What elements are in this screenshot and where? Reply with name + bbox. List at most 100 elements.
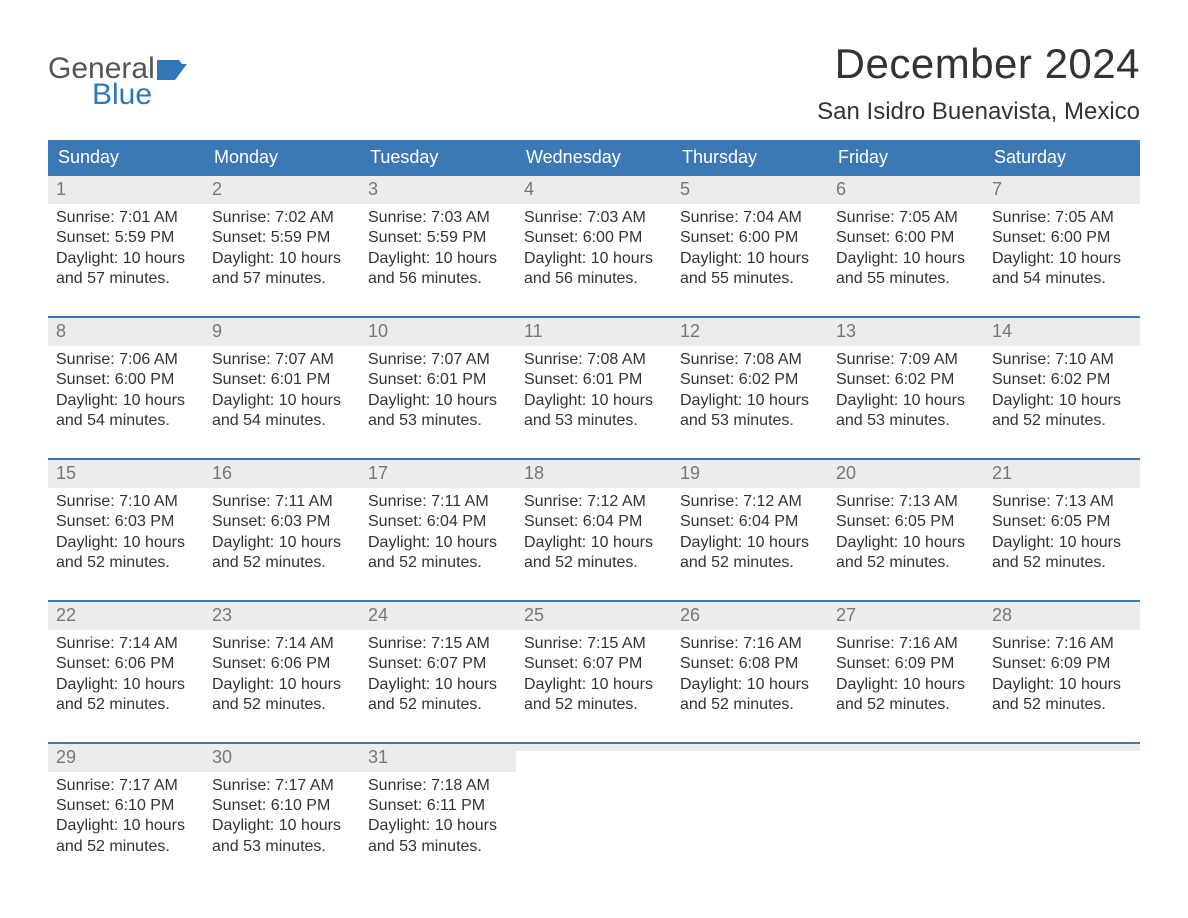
day-body: Sunrise: 7:01 AMSunset: 5:59 PMDaylight:… <box>48 204 204 296</box>
daylight-text: Daylight: 10 hours and 53 minutes. <box>368 816 508 857</box>
sunset-text: Sunset: 6:05 PM <box>992 512 1132 532</box>
sunrise-text: Sunrise: 7:10 AM <box>992 350 1132 370</box>
daylight-text: Daylight: 10 hours and 52 minutes. <box>524 675 664 716</box>
calendar: Sunday Monday Tuesday Wednesday Thursday… <box>48 140 1140 863</box>
daylight-text: Daylight: 10 hours and 52 minutes. <box>368 675 508 716</box>
daylight-text: Daylight: 10 hours and 52 minutes. <box>836 675 976 716</box>
day-number: 18 <box>516 460 672 488</box>
daylight-text: Daylight: 10 hours and 52 minutes. <box>992 391 1132 432</box>
sunset-text: Sunset: 6:06 PM <box>212 654 352 674</box>
sunrise-text: Sunrise: 7:06 AM <box>56 350 196 370</box>
daylight-text: Daylight: 10 hours and 55 minutes. <box>836 249 976 290</box>
sunrise-text: Sunrise: 7:18 AM <box>368 776 508 796</box>
sunset-text: Sunset: 6:04 PM <box>524 512 664 532</box>
day-number: 8 <box>48 318 204 346</box>
daylight-text: Daylight: 10 hours and 52 minutes. <box>836 533 976 574</box>
day-number: 12 <box>672 318 828 346</box>
day-body: Sunrise: 7:10 AMSunset: 6:02 PMDaylight:… <box>984 346 1140 438</box>
sunset-text: Sunset: 6:06 PM <box>56 654 196 674</box>
sunrise-text: Sunrise: 7:16 AM <box>992 634 1132 654</box>
sunrise-text: Sunrise: 7:01 AM <box>56 208 196 228</box>
day-header-friday: Friday <box>828 140 984 176</box>
day-number: 21 <box>984 460 1140 488</box>
day-number: 31 <box>360 744 516 772</box>
sunrise-text: Sunrise: 7:14 AM <box>212 634 352 654</box>
sunrise-text: Sunrise: 7:11 AM <box>368 492 508 512</box>
day-number: 23 <box>204 602 360 630</box>
sunrise-text: Sunrise: 7:03 AM <box>368 208 508 228</box>
sunrise-text: Sunrise: 7:05 AM <box>836 208 976 228</box>
day-number: 28 <box>984 602 1140 630</box>
calendar-week: 22Sunrise: 7:14 AMSunset: 6:06 PMDayligh… <box>48 600 1140 722</box>
calendar-cell: 3Sunrise: 7:03 AMSunset: 5:59 PMDaylight… <box>360 176 516 296</box>
day-number: 10 <box>360 318 516 346</box>
day-body: Sunrise: 7:03 AMSunset: 5:59 PMDaylight:… <box>360 204 516 296</box>
calendar-cell: 29Sunrise: 7:17 AMSunset: 6:10 PMDayligh… <box>48 744 204 864</box>
sunrise-text: Sunrise: 7:08 AM <box>524 350 664 370</box>
day-number: 25 <box>516 602 672 630</box>
day-number: 29 <box>48 744 204 772</box>
calendar-cell: 30Sunrise: 7:17 AMSunset: 6:10 PMDayligh… <box>204 744 360 864</box>
day-body: Sunrise: 7:18 AMSunset: 6:11 PMDaylight:… <box>360 772 516 864</box>
sunset-text: Sunset: 6:01 PM <box>524 370 664 390</box>
calendar-cell <box>672 744 828 864</box>
day-body: Sunrise: 7:15 AMSunset: 6:07 PMDaylight:… <box>516 630 672 722</box>
day-number: 7 <box>984 176 1140 204</box>
calendar-cell: 21Sunrise: 7:13 AMSunset: 6:05 PMDayligh… <box>984 460 1140 580</box>
sunset-text: Sunset: 6:10 PM <box>212 796 352 816</box>
sunset-text: Sunset: 6:09 PM <box>836 654 976 674</box>
day-body: Sunrise: 7:06 AMSunset: 6:00 PMDaylight:… <box>48 346 204 438</box>
day-body: Sunrise: 7:05 AMSunset: 6:00 PMDaylight:… <box>984 204 1140 296</box>
sunset-text: Sunset: 6:02 PM <box>680 370 820 390</box>
sunrise-text: Sunrise: 7:10 AM <box>56 492 196 512</box>
calendar-cell: 24Sunrise: 7:15 AMSunset: 6:07 PMDayligh… <box>360 602 516 722</box>
day-body: Sunrise: 7:03 AMSunset: 6:00 PMDaylight:… <box>516 204 672 296</box>
day-number: 19 <box>672 460 828 488</box>
day-body: Sunrise: 7:15 AMSunset: 6:07 PMDaylight:… <box>360 630 516 722</box>
sunrise-text: Sunrise: 7:16 AM <box>680 634 820 654</box>
daylight-text: Daylight: 10 hours and 53 minutes. <box>836 391 976 432</box>
day-number: 27 <box>828 602 984 630</box>
sunrise-text: Sunrise: 7:07 AM <box>368 350 508 370</box>
day-body: Sunrise: 7:12 AMSunset: 6:04 PMDaylight:… <box>672 488 828 580</box>
sunset-text: Sunset: 6:01 PM <box>368 370 508 390</box>
day-header-tuesday: Tuesday <box>360 140 516 176</box>
calendar-cell: 2Sunrise: 7:02 AMSunset: 5:59 PMDaylight… <box>204 176 360 296</box>
day-body: Sunrise: 7:14 AMSunset: 6:06 PMDaylight:… <box>48 630 204 722</box>
day-body: Sunrise: 7:16 AMSunset: 6:08 PMDaylight:… <box>672 630 828 722</box>
day-header-row: Sunday Monday Tuesday Wednesday Thursday… <box>48 140 1140 176</box>
calendar-cell: 12Sunrise: 7:08 AMSunset: 6:02 PMDayligh… <box>672 318 828 438</box>
sunset-text: Sunset: 6:00 PM <box>680 228 820 248</box>
sunset-text: Sunset: 6:07 PM <box>368 654 508 674</box>
calendar-cell: 14Sunrise: 7:10 AMSunset: 6:02 PMDayligh… <box>984 318 1140 438</box>
day-header-thursday: Thursday <box>672 140 828 176</box>
sunset-text: Sunset: 6:02 PM <box>992 370 1132 390</box>
sunrise-text: Sunrise: 7:02 AM <box>212 208 352 228</box>
daylight-text: Daylight: 10 hours and 52 minutes. <box>524 533 664 574</box>
calendar-cell: 23Sunrise: 7:14 AMSunset: 6:06 PMDayligh… <box>204 602 360 722</box>
sunset-text: Sunset: 6:00 PM <box>524 228 664 248</box>
day-number: 2 <box>204 176 360 204</box>
calendar-week: 29Sunrise: 7:17 AMSunset: 6:10 PMDayligh… <box>48 742 1140 864</box>
calendar-cell: 6Sunrise: 7:05 AMSunset: 6:00 PMDaylight… <box>828 176 984 296</box>
sunset-text: Sunset: 6:00 PM <box>836 228 976 248</box>
calendar-cell: 31Sunrise: 7:18 AMSunset: 6:11 PMDayligh… <box>360 744 516 864</box>
daylight-text: Daylight: 10 hours and 52 minutes. <box>680 675 820 716</box>
day-number: 13 <box>828 318 984 346</box>
day-body: Sunrise: 7:12 AMSunset: 6:04 PMDaylight:… <box>516 488 672 580</box>
sunrise-text: Sunrise: 7:07 AM <box>212 350 352 370</box>
day-body: Sunrise: 7:17 AMSunset: 6:10 PMDaylight:… <box>48 772 204 864</box>
calendar-week: 8Sunrise: 7:06 AMSunset: 6:00 PMDaylight… <box>48 316 1140 438</box>
title-block: December 2024 San Isidro Buenavista, Mex… <box>817 40 1140 126</box>
calendar-cell: 20Sunrise: 7:13 AMSunset: 6:05 PMDayligh… <box>828 460 984 580</box>
sunrise-text: Sunrise: 7:11 AM <box>212 492 352 512</box>
calendar-week: 1Sunrise: 7:01 AMSunset: 5:59 PMDaylight… <box>48 176 1140 296</box>
sunset-text: Sunset: 6:09 PM <box>992 654 1132 674</box>
sunset-text: Sunset: 6:01 PM <box>212 370 352 390</box>
day-number: 9 <box>204 318 360 346</box>
daylight-text: Daylight: 10 hours and 52 minutes. <box>56 675 196 716</box>
daylight-text: Daylight: 10 hours and 54 minutes. <box>212 391 352 432</box>
day-number: 22 <box>48 602 204 630</box>
day-body: Sunrise: 7:07 AMSunset: 6:01 PMDaylight:… <box>204 346 360 438</box>
sunrise-text: Sunrise: 7:13 AM <box>992 492 1132 512</box>
